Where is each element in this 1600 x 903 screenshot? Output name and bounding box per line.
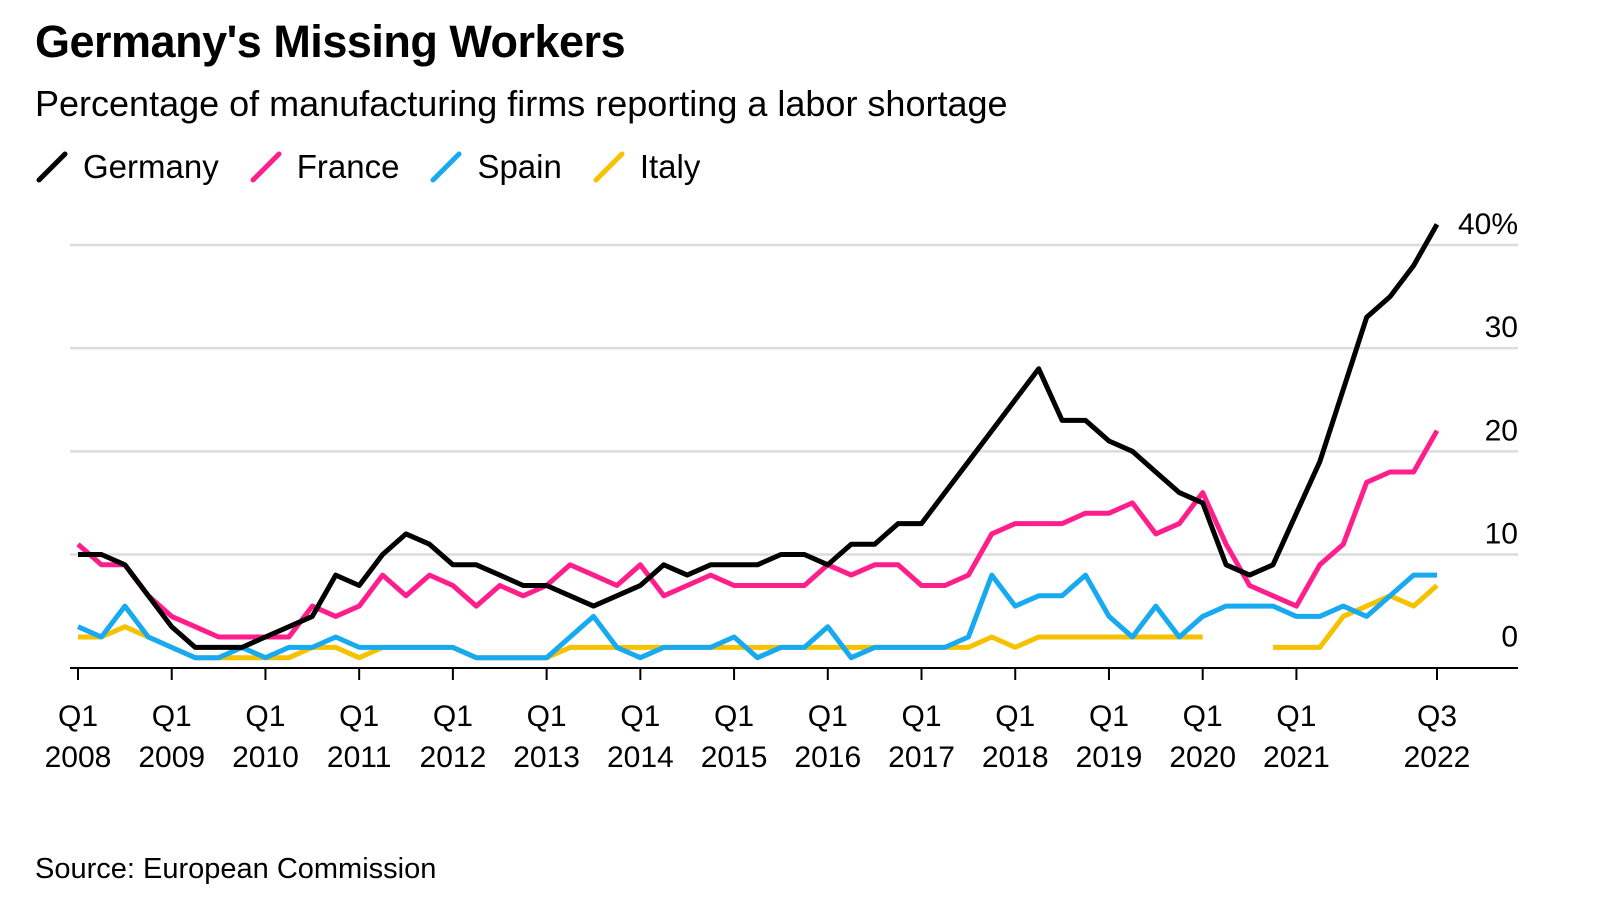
series-lines bbox=[76, 223, 1440, 661]
y-tick-label: 30 bbox=[1485, 311, 1518, 344]
x-tick-label-year: 2012 bbox=[420, 741, 487, 774]
x-axis-labels: Q1 2008 Q1 2009 Q1 2010 Q1 2011 Q1 2012 Q1 2013 Q1 20… bbox=[45, 700, 1471, 774]
legend-label-germany: Germany bbox=[83, 148, 219, 185]
chart-title: Germany's Missing Workers bbox=[35, 16, 626, 67]
y-tick-label: 0 bbox=[1501, 621, 1518, 654]
legend-item-france: France bbox=[249, 148, 400, 186]
y-axis-labels: 0 10 20 30 40% bbox=[1458, 208, 1518, 654]
series-line-france bbox=[76, 429, 1440, 640]
x-tick-label-year: 2021 bbox=[1263, 741, 1330, 774]
x-tick-label-quarter: Q1 bbox=[527, 700, 567, 733]
x-tick-label-year: 2019 bbox=[1076, 741, 1143, 774]
x-tick-label-quarter: Q1 bbox=[1276, 700, 1316, 733]
legend-swatch-spain bbox=[430, 151, 462, 183]
x-tick-label-year: 2011 bbox=[327, 741, 392, 774]
x-tick-label-quarter: Q1 bbox=[433, 700, 473, 733]
legend-swatch-france bbox=[250, 151, 282, 183]
x-tick-label-year: 2014 bbox=[607, 741, 674, 774]
x-tick-label-quarter: Q1 bbox=[152, 700, 192, 733]
x-tick-label-quarter: Q1 bbox=[1183, 700, 1223, 733]
x-tick-label-year: 2018 bbox=[982, 741, 1049, 774]
legend-swatch-italy bbox=[593, 151, 625, 183]
y-tick-label: 20 bbox=[1485, 414, 1518, 447]
x-tick-label-quarter: Q1 bbox=[714, 700, 754, 733]
x-tick-label-quarter: Q1 bbox=[339, 700, 379, 733]
series-line-germany bbox=[78, 223, 1440, 650]
x-tick-label-year: 2015 bbox=[701, 741, 768, 774]
x-tick-label-year: 2016 bbox=[794, 741, 861, 774]
legend-item-spain: Spain bbox=[429, 148, 562, 186]
x-tick-label-quarter: Q1 bbox=[58, 700, 98, 733]
series-line-italy-part-1 bbox=[78, 624, 1203, 661]
y-tick-label: 40% bbox=[1458, 208, 1518, 241]
x-tick-label-year: 2009 bbox=[138, 741, 205, 774]
legend-item-italy: Italy bbox=[592, 148, 701, 186]
y-tick-label: 10 bbox=[1485, 518, 1518, 551]
legend-swatch-germany bbox=[36, 151, 68, 183]
source-note: Source: European Commission bbox=[35, 853, 437, 885]
x-tick-label-year: 2010 bbox=[232, 741, 299, 774]
legend-label-france: France bbox=[296, 148, 400, 185]
chart-subtitle: Percentage of manufacturing firms report… bbox=[35, 83, 1008, 124]
x-tick-label-quarter: Q1 bbox=[808, 700, 848, 733]
legend-item-germany: Germany bbox=[35, 148, 219, 186]
series-line-spain bbox=[76, 572, 1437, 661]
x-tick-label-year: 2017 bbox=[888, 741, 955, 774]
legend-label-spain: Spain bbox=[477, 148, 562, 185]
x-tick-label-quarter: Q1 bbox=[995, 700, 1035, 733]
x-tick-label-quarter: Q1 bbox=[620, 700, 660, 733]
legend-label-italy: Italy bbox=[639, 148, 701, 185]
x-tick-label-year: 2022 bbox=[1404, 741, 1471, 774]
x-tick-label-year: 2008 bbox=[45, 741, 112, 774]
x-axis bbox=[70, 667, 1518, 680]
x-tick-label-year: 2013 bbox=[513, 741, 580, 774]
x-tick-label-quarter: Q1 bbox=[902, 700, 942, 733]
x-tick-label-quarter: Q1 bbox=[245, 700, 285, 733]
x-tick-label-quarter: Q1 bbox=[1089, 700, 1129, 733]
legend: Germany France Spain Italy bbox=[35, 148, 730, 186]
x-tick-label-year: 2020 bbox=[1169, 741, 1236, 774]
x-tick-label-quarter: Q3 bbox=[1417, 700, 1457, 733]
